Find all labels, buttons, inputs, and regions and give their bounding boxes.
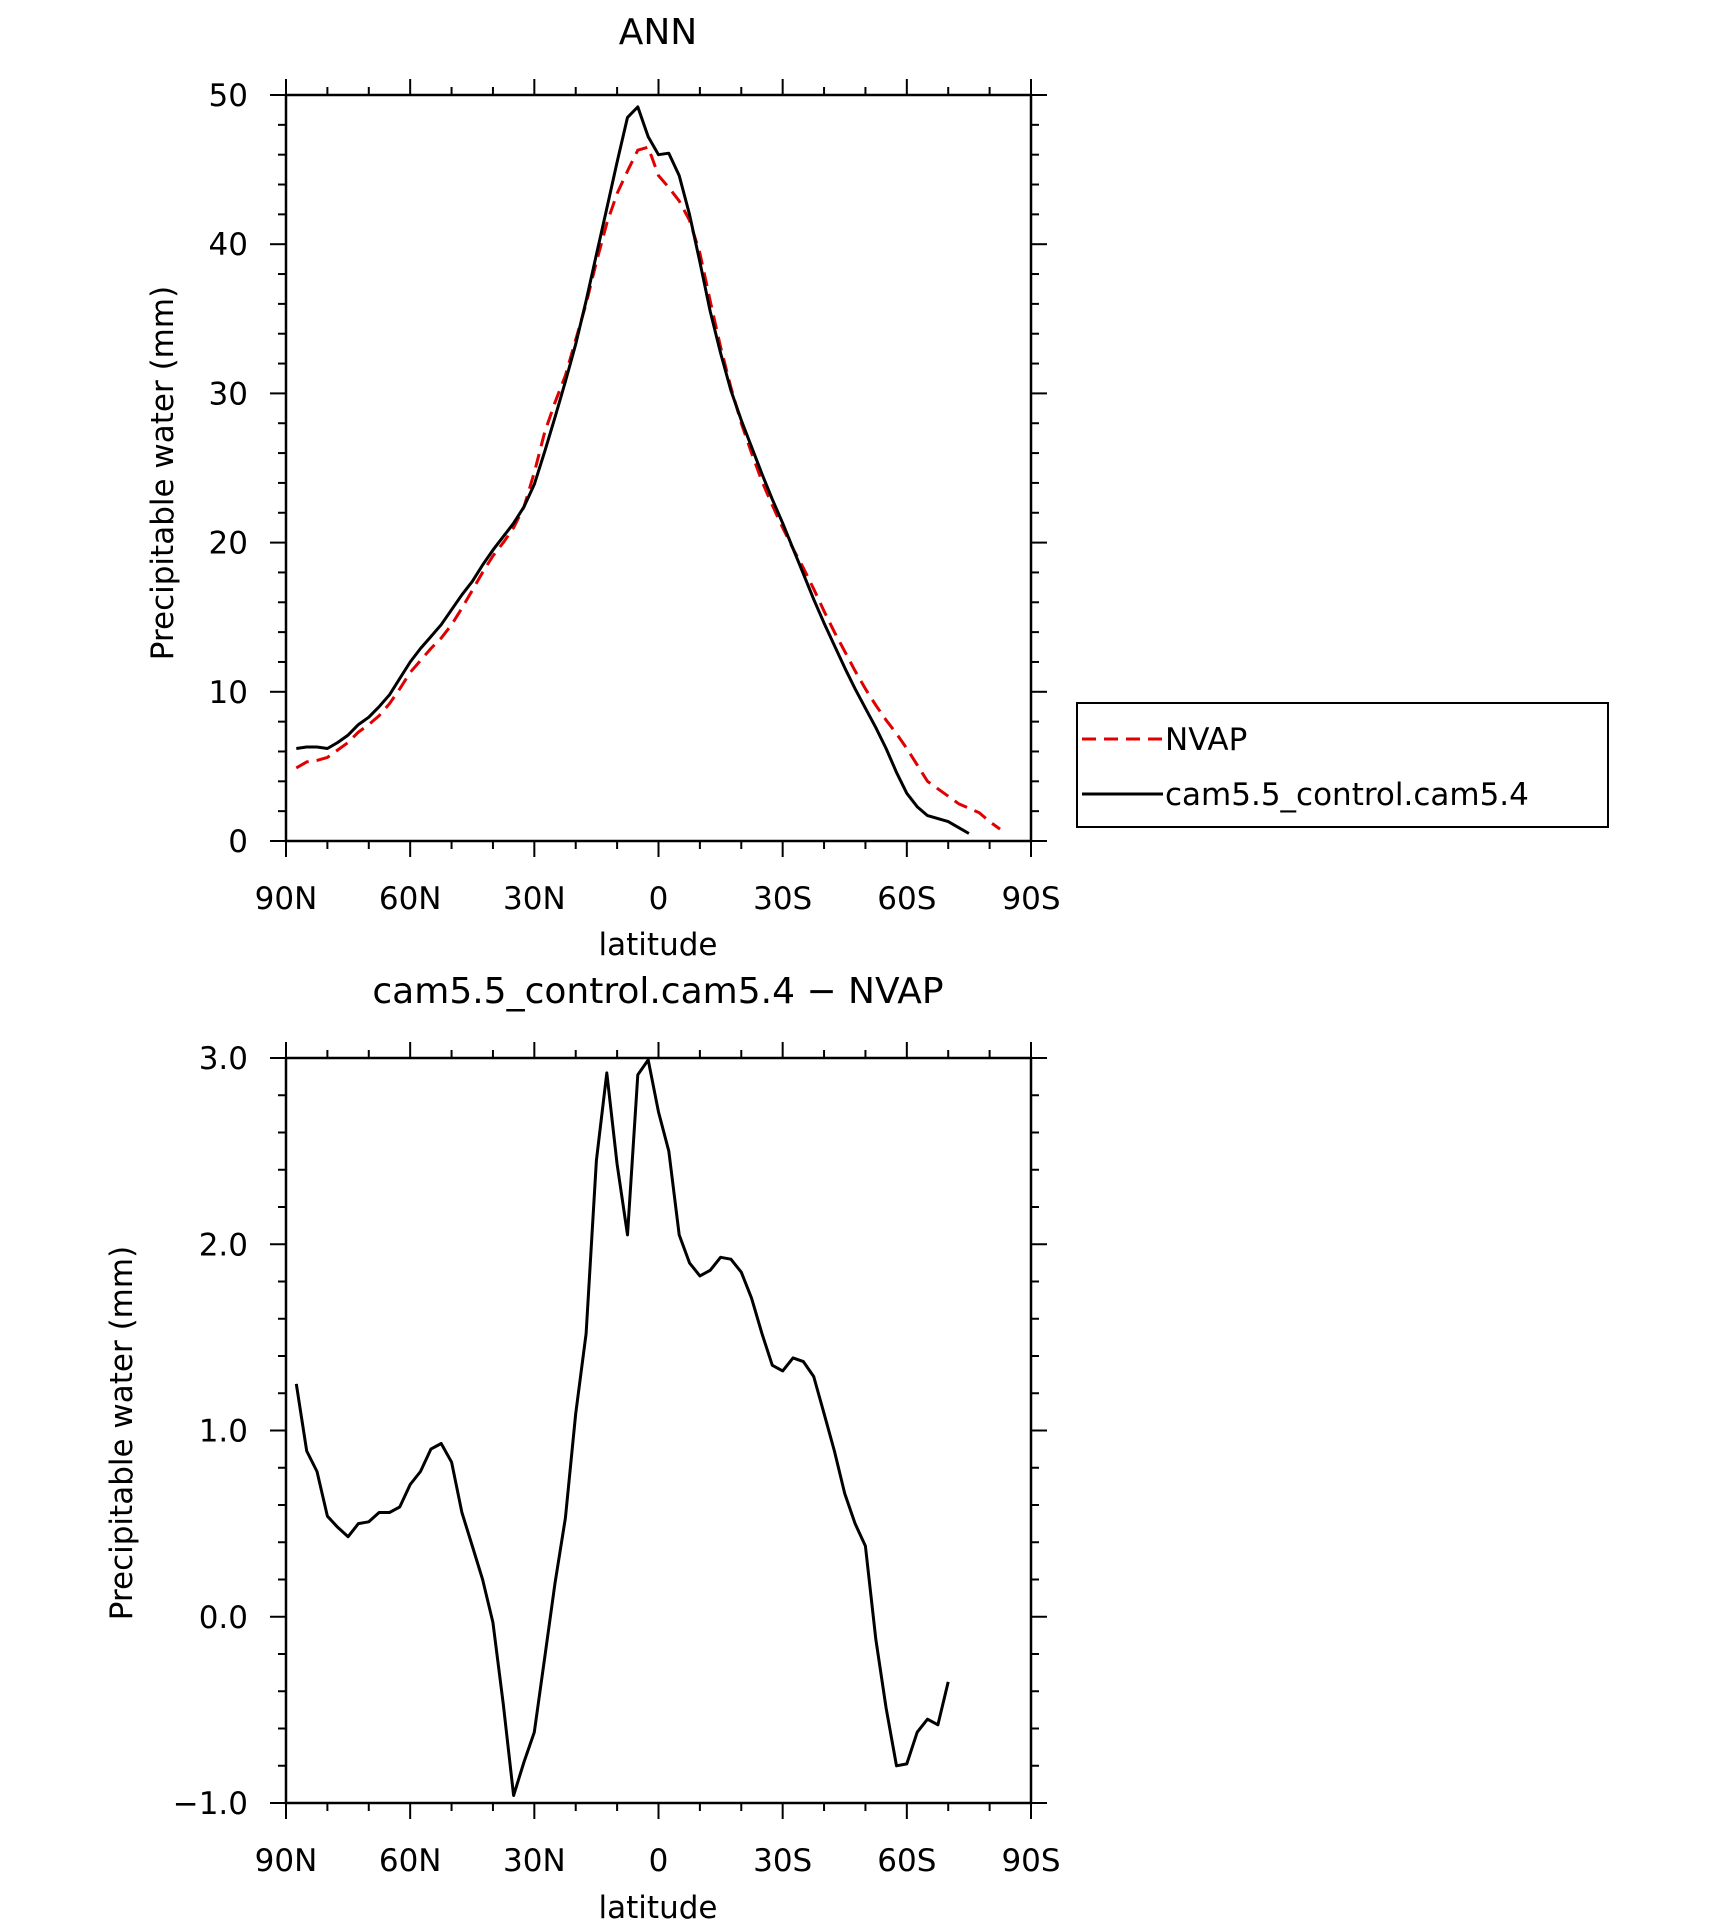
legend-label-nvap: NVAP	[1165, 722, 1247, 758]
top-x-tick-label: 30N	[503, 881, 566, 917]
top-x-tick-label: 0	[649, 881, 669, 917]
bottom-x-tick-label: 60S	[877, 1843, 936, 1879]
bottom-y-axis-label: Precipitable water (mm)	[104, 1246, 140, 1620]
bottom-y-tick-label: 3.0	[199, 1041, 248, 1077]
top-y-tick-label: 40	[209, 227, 248, 263]
top-series-line-nvap	[295, 145, 1001, 831]
bottom-x-tick-label: 30N	[503, 1843, 566, 1879]
top-series	[295, 105, 1001, 835]
top-y-tick-label: 30	[209, 376, 248, 412]
top-y-tick-label: 50	[209, 78, 248, 114]
top-x-tick-label: 90S	[1001, 881, 1060, 917]
top-plot-frame	[284, 93, 1033, 843]
bottom-y-tick-label: 0.0	[199, 1600, 248, 1636]
top-x-tick-label: 60S	[877, 881, 936, 917]
bottom-plot-frame	[284, 1056, 1033, 1805]
bottom-x-axis-label: latitude	[599, 1890, 718, 1922]
bottom-x-tick-label: 0	[649, 1843, 669, 1879]
top-y-tick-label: 20	[209, 526, 248, 562]
bottom-series	[294, 1058, 950, 1797]
legend-label-cam: cam5.5_control.cam5.4	[1165, 777, 1529, 813]
bottom-y-tick-label: 1.0	[199, 1414, 248, 1450]
top-x-tick-label: 30S	[753, 881, 812, 917]
bottom-y-tick-label: 2.0	[199, 1227, 248, 1263]
bottom-x-tick-label: 90N	[255, 1843, 318, 1879]
top-y-axis-label: Precipitable water (mm)	[145, 286, 181, 660]
bottom-x-tick-label: 90S	[1001, 1843, 1060, 1879]
legend: NVAP cam5.5_control.cam5.4	[1076, 702, 1609, 828]
bottom-y-tick-label: −1.0	[173, 1786, 248, 1822]
top-chart-title: ANN	[619, 12, 698, 53]
legend-box	[1076, 702, 1609, 828]
top-axes-ticks: 90N 60N 30N 0 30S 60S 90S 0 10 20 30 40 50	[209, 78, 1061, 917]
top-y-tick-label: 10	[209, 675, 248, 711]
top-panel: ANN Precipitable water (mm) latitude 90N…	[145, 12, 1609, 963]
top-y-tick-label: 0	[228, 824, 248, 860]
bottom-x-tick-label: 60N	[379, 1843, 442, 1879]
bottom-x-tick-label: 30S	[753, 1843, 812, 1879]
top-x-tick-label: 90N	[255, 881, 318, 917]
bottom-chart-title: cam5.5_control.cam5.4 − NVAP	[372, 971, 943, 1012]
bottom-axes-ticks: 90N 60N 30N 0 30S 60S 90S −1.0 0.0 1.0 2.0 3.0	[173, 1041, 1061, 1879]
bottom-series-line-difference	[294, 1058, 950, 1797]
top-x-tick-label: 60N	[379, 881, 442, 917]
bottom-panel: cam5.5_control.cam5.4 − NVAP Precipitabl…	[104, 971, 1061, 1922]
top-series-line-cam5-5-control-cam5-4	[296, 105, 970, 835]
top-x-axis-label: latitude	[599, 927, 718, 963]
